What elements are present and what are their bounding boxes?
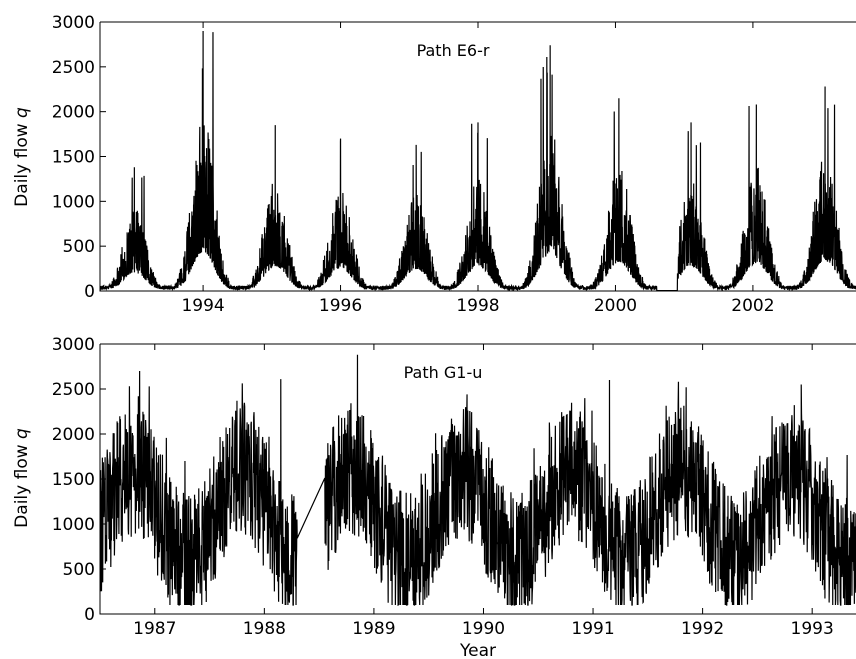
panel-top: Path E6-r Daily flow q 0 500 1000 1500 2000 2… [12,13,856,316]
panel-top-title: Path E6-r [417,41,490,60]
y-tick-label: 1500 [52,148,95,168]
y-tick-label: 2000 [52,103,95,123]
y-tick-label: 2500 [52,58,95,78]
x-tick-label: 1996 [319,296,362,316]
y-tick-label: 3000 [52,335,95,355]
panel-bottom-title: Path G1-u [404,363,483,382]
panel-bottom: Path G1-u Daily flow q Year 0 500 1000 1500… [12,335,856,659]
x-tick-label: 1998 [456,296,499,316]
panel-top-ylabel-text: Daily flow [12,123,32,207]
y-tick-label: 3000 [52,13,95,33]
x-tick-label: 1993 [791,619,834,639]
x-tick-label: 1992 [681,619,724,639]
x-tick-label: 2002 [731,296,774,316]
panel-top-ylabel-symbol: q [12,107,32,118]
panel-bottom-ylabel: Daily flow q [12,428,32,528]
y-tick-label: 500 [63,560,95,580]
svg-text:Daily flow q: Daily flow q [12,428,32,528]
panel-top-ylabel: Daily flow q [12,107,32,207]
series-line-e6-r [100,30,856,291]
x-tick-label: 1991 [571,619,614,639]
y-tick-label: 0 [84,605,95,625]
x-tick-label: 1994 [181,296,224,316]
x-tick-label: 2000 [594,296,637,316]
y-tick-label: 0 [84,282,95,302]
panel-bottom-ylabel-symbol: q [12,428,32,439]
x-tick-label: 1987 [133,619,176,639]
y-tick-label: 1000 [52,515,95,535]
svg-text:Daily flow q: Daily flow q [12,107,32,207]
panel-bottom-ylabel-text: Daily flow [12,444,32,528]
x-tick-label: 1990 [462,619,505,639]
series-line-g1-u [100,354,856,606]
x-tick-label: 1988 [243,619,286,639]
y-tick-label: 1500 [52,470,95,490]
y-tick-label: 2500 [52,380,95,400]
x-tick-label: 1989 [352,619,395,639]
y-tick-label: 2000 [52,425,95,445]
y-tick-label: 1000 [52,192,95,212]
y-tick-label: 500 [63,237,95,257]
panel-bottom-xlabel: Year [459,641,496,659]
